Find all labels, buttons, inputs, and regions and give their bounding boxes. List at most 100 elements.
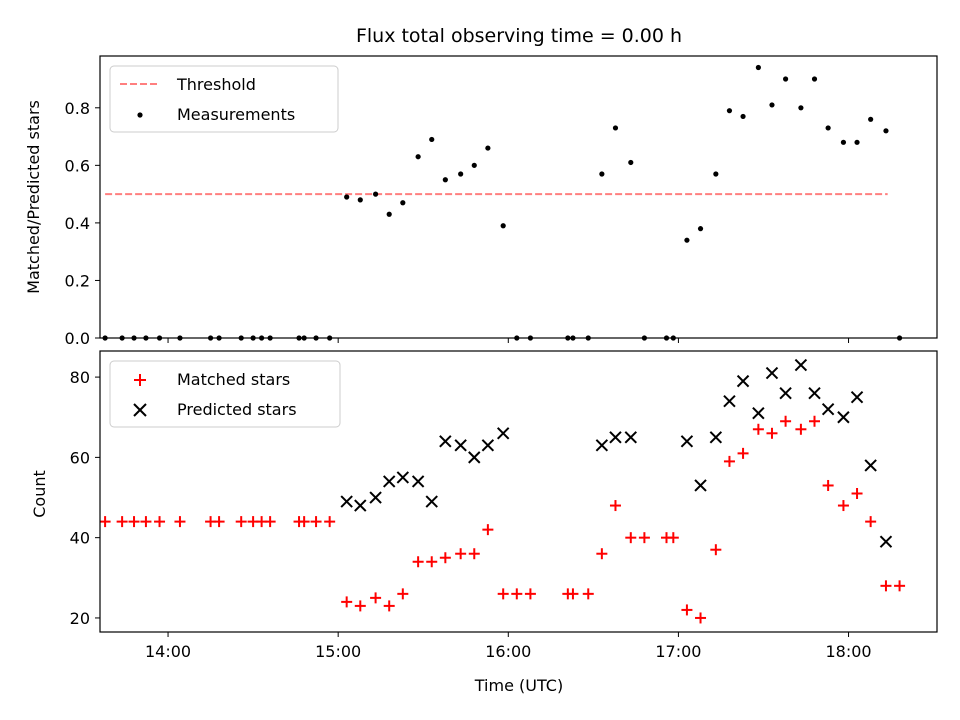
top-legend: Threshold Measurements <box>109 65 339 133</box>
x-tick-label: 14:00 <box>145 642 191 661</box>
matched-stars-point <box>482 524 494 536</box>
predicted-stars-point-b <box>454 439 467 452</box>
top-y-tick-label: 0.4 <box>65 214 90 233</box>
matched-stars-point <box>341 596 353 608</box>
predicted-stars-point <box>481 439 495 452</box>
matched-stars-point <box>524 588 536 600</box>
measurements-point <box>782 76 789 82</box>
predicted-stars-point-b <box>396 471 410 484</box>
predicted-stars-point-b <box>864 459 877 472</box>
measurements-point <box>485 145 491 151</box>
predicted-stars-point <box>496 427 510 440</box>
predicted-stars-point-b <box>481 439 495 452</box>
predicted-stars-point-b <box>736 374 750 388</box>
legend-measurements-label: Measurements <box>177 105 295 124</box>
matched-stars-point <box>174 516 186 528</box>
measurements-point <box>442 177 448 183</box>
predicted-stars-point-b <box>340 495 353 508</box>
measurements-point <box>798 105 804 111</box>
measurements-point <box>628 159 634 166</box>
legend-threshold-label: Threshold <box>176 75 256 94</box>
matched-stars-point <box>310 516 322 528</box>
predicted-stars-point <box>723 394 736 408</box>
predicted-stars-point <box>340 495 353 508</box>
predicted-stars-point <box>354 499 367 512</box>
predicted-stars-point <box>752 407 765 420</box>
matched-stars-point <box>412 556 424 568</box>
measurements-point <box>599 171 605 177</box>
measurements-point <box>386 211 392 217</box>
matched-stars-point <box>596 548 608 560</box>
bottom-y-tick-label: 40 <box>70 529 90 548</box>
predicted-stars-point-b <box>369 491 382 504</box>
measurements-point <box>400 200 406 206</box>
bottom-legend-box <box>109 360 341 428</box>
top-y-axis-label: Matched/Predicted stars <box>24 100 43 294</box>
top-legend-box <box>109 65 339 133</box>
legend-matched-swatch <box>134 374 146 386</box>
measurements-point <box>854 139 860 145</box>
predicted-stars-point <box>383 475 396 488</box>
predicted-stars-point <box>396 471 410 484</box>
top-y-tick-label: 0.8 <box>65 99 90 118</box>
measurements-point <box>740 113 746 120</box>
x-tick-label: 17:00 <box>655 642 701 661</box>
predicted-stars-point-b <box>609 431 622 444</box>
measurements-point <box>840 139 847 145</box>
measurements-point <box>344 194 350 200</box>
predicted-stars-point-b <box>837 411 850 424</box>
matched-stars-point <box>723 455 735 467</box>
measurements-point <box>697 226 704 232</box>
measurements-point <box>713 171 719 177</box>
predicted-stars-point-b <box>723 394 736 408</box>
measurements-point <box>883 128 889 134</box>
measurements-point <box>811 76 818 82</box>
bottom-y-axis-label: Count <box>30 470 49 518</box>
predicted-stars-point <box>439 435 452 448</box>
predicted-stars-point <box>765 366 779 380</box>
predicted-stars-point <box>736 374 750 388</box>
predicted-stars-point-b <box>439 435 452 448</box>
matched-stars-point <box>865 516 877 528</box>
top-axes-frame <box>99 55 938 339</box>
matched-stars-point <box>809 415 821 427</box>
bottom-axes-frame <box>99 350 938 633</box>
measurements-point <box>415 154 421 160</box>
matched-stars-point <box>582 588 594 600</box>
x-tick-label: 18:00 <box>825 642 871 661</box>
top-y-tick-label: 0.0 <box>65 329 90 348</box>
matched-stars-point <box>468 548 480 560</box>
measurements-point <box>458 171 464 177</box>
x-tick-label: 15:00 <box>315 642 361 661</box>
predicted-stars-point-b <box>765 366 779 380</box>
bottom-axes: 20 40 60 80 14:00 15:00 16:00 17:00 18:00 <box>70 350 938 661</box>
predicted-stars-point <box>425 495 438 508</box>
matched-stars-point <box>140 516 152 528</box>
measurements-point <box>471 162 477 168</box>
matched-stars-point <box>752 423 764 435</box>
measurements-point <box>372 191 379 197</box>
matched-stars-point <box>567 588 579 600</box>
predicted-stars-point-b <box>879 535 893 548</box>
matched-stars-point <box>737 447 749 459</box>
matched-stars-point <box>99 516 111 528</box>
legend-predicted-swatch <box>133 403 147 417</box>
matched-stars-point <box>681 604 693 616</box>
predicted-stars-point <box>369 491 382 504</box>
matched-stars-point <box>383 600 395 612</box>
predicted-stars-point-b <box>821 403 835 416</box>
measurements-point <box>726 108 733 114</box>
predicted-stars-point-b <box>595 439 609 452</box>
matched-stars-point <box>324 516 336 528</box>
predicted-stars-point-b <box>794 358 808 372</box>
measurements-point <box>868 116 874 122</box>
predicted-stars-point <box>864 459 877 472</box>
predicted-stars-point <box>595 439 609 452</box>
top-y-tick-label: 0.2 <box>65 271 90 290</box>
measurements-point <box>769 102 775 108</box>
measurements-point <box>684 237 690 243</box>
predicted-stars-point <box>808 386 821 400</box>
matched-stars-point <box>766 427 778 439</box>
measurements-point <box>825 125 831 131</box>
matched-stars-point <box>264 516 276 528</box>
